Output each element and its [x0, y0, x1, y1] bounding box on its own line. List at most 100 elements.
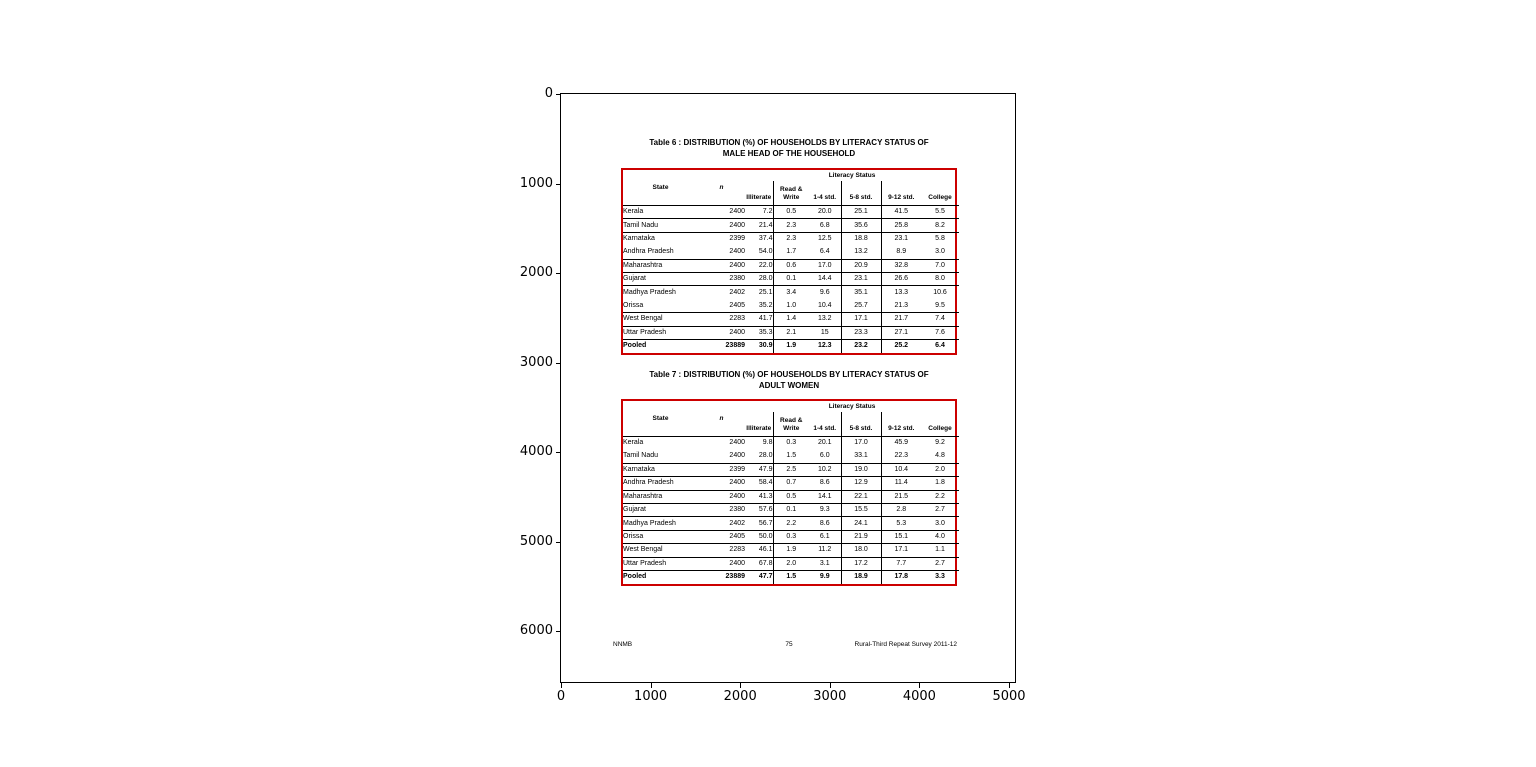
table-row: Orissa 2405 50.0 0.3 6.1 21.9 15.1 4.0: [623, 529, 960, 544]
value-cell: 1.0: [786, 301, 797, 309]
value-cell: 17.0: [809, 258, 842, 273]
value-cell: 2399: [698, 231, 745, 246]
value-cell: 19.0: [841, 462, 882, 477]
value-cell: 9.5: [935, 301, 945, 309]
value-cell: 20.9: [841, 258, 882, 273]
value-cell: 35.6: [841, 218, 882, 233]
value-cell: 13.3: [881, 285, 921, 300]
value-cell: 6.1: [809, 529, 842, 544]
value-cell: 9.3: [809, 502, 842, 517]
value-cell: 15: [809, 325, 842, 340]
value-cell: 2.7: [921, 502, 960, 517]
value-cell: 41.3: [745, 489, 774, 504]
y-tick-label: 3000: [519, 354, 553, 370]
value-cell: 3.1: [809, 556, 842, 571]
value-cell: 6.0: [809, 449, 842, 464]
col-header: 1-4 std.: [809, 412, 842, 437]
value-cell: 25.7: [841, 299, 882, 313]
state-cell: Uttar Pradesh: [623, 556, 698, 571]
value-cell: 9.6: [809, 285, 842, 300]
col-header-n: n: [698, 401, 745, 437]
value-cell: 18.8: [841, 231, 882, 246]
value-cell: 9.2: [935, 439, 945, 447]
value-cell: 25.1: [841, 205, 882, 219]
y-tick-mark: [556, 273, 560, 274]
value-cell: 17.8: [881, 569, 921, 584]
value-cell: 2.8: [881, 502, 921, 517]
value-cell: 2.3: [773, 231, 809, 246]
value-cell: 2380: [698, 271, 745, 286]
value-cell: 27.1: [881, 325, 921, 340]
y-tick-label: 0: [544, 86, 553, 101]
value-cell: 2380: [698, 502, 745, 517]
table-row: Madhya Pradesh 2402 56.7 2.2 8.6 24.1 5.3 3.0: [623, 516, 960, 531]
footer-source: NNMB: [613, 641, 633, 648]
y-tick-mark: [556, 183, 560, 185]
table6-title-line2: MALE HEAD OF THE HOUSEHOLD: [722, 148, 856, 158]
table-row: Uttar Pradesh 2400 67.8 2.0 3.1 17.2 7.7 2.7: [623, 556, 960, 571]
value-cell: 23889: [698, 338, 745, 353]
y-tick-mark: [556, 452, 560, 453]
literacy-status-group-header: Literacy Status: [828, 171, 876, 179]
state-cell: Uttar Pradesh: [623, 325, 698, 340]
x-tick-label: 3000: [813, 689, 847, 704]
value-cell: 21.5: [881, 489, 921, 504]
value-cell: 1.7: [786, 248, 797, 256]
value-cell: 0.7: [773, 476, 809, 491]
value-cell: 2402: [698, 516, 745, 531]
value-cell: 54.0: [745, 245, 774, 260]
value-cell: 3.4: [773, 285, 809, 300]
x-tick-mark: [919, 683, 921, 688]
table-row: West Bengal 2283 46.1 1.9 11.2 18.0 17.1 1.1: [623, 543, 960, 558]
value-cell: 17.1: [881, 543, 921, 558]
col-header: Illiterate: [745, 181, 774, 206]
table-row: Madhya Pradesh 2402 25.1 3.4 9.6 35.1 13.3 10.6: [623, 285, 960, 300]
value-cell: 13.2: [809, 312, 842, 327]
y-tick-mark: [556, 631, 560, 632]
state-cell: West Bengal: [623, 312, 698, 327]
col-header: College: [921, 412, 960, 437]
col-header: Read & Write: [773, 412, 809, 437]
value-cell: 1.1: [921, 543, 960, 558]
value-cell: 2400: [729, 452, 745, 460]
value-cell: 3.3: [921, 569, 960, 584]
value-cell: 10.4: [809, 299, 842, 313]
value-cell: 26.6: [881, 271, 921, 286]
value-cell: 12.9: [841, 476, 882, 491]
y-tick-label: 5000: [519, 533, 553, 549]
value-cell: 25.2: [881, 338, 921, 353]
x-tick-mark: [561, 683, 562, 688]
x-tick-mark: [740, 683, 742, 688]
value-cell: 4.8: [935, 452, 945, 460]
table-row: Kerala 2400 7.2 0.5 20.0 25.1 41.5 5.5: [623, 205, 959, 219]
value-cell: 5.5: [935, 208, 945, 216]
table-row: West Bengal 2283 41.7 1.4 13.2 17.1 21.7 7.4: [623, 312, 960, 327]
value-cell: 12.3: [809, 338, 842, 353]
value-cell: 7.7: [881, 556, 921, 571]
table7-title-line1: Table 7 : DISTRIBUTION (%) OF HOUSEHOLDS…: [649, 370, 929, 379]
value-cell: 2.0: [921, 462, 960, 477]
value-cell: 9.8: [745, 436, 774, 450]
value-cell: 8.6: [809, 476, 842, 491]
value-cell: 21.9: [841, 529, 882, 544]
value-cell: 28.0: [745, 271, 774, 286]
table6-title: Table 6 : DISTRIBUTION (%) OF HOUSEHOLDS…: [621, 138, 957, 159]
value-cell: 7.0: [921, 258, 960, 273]
table-row: Maharashtra 2400 41.3 0.5 14.1 22.1 21.5 2.2: [623, 489, 960, 504]
x-tick-label: 0: [556, 689, 566, 704]
value-cell: 67.8: [745, 556, 774, 571]
value-cell: 47.9: [745, 462, 774, 477]
state-cell: Orissa: [623, 529, 698, 544]
value-cell: 2.1: [773, 325, 809, 340]
table-row: Tamil Nadu 2400 21.4 2.3 6.8 35.6 25.8 8.2: [623, 218, 960, 233]
value-cell: 1.5: [773, 569, 809, 584]
value-cell: 23.1: [841, 271, 882, 286]
table-row: Tamil Nadu 2400 28.0 1.5 6.0 33.1 22.3 4.8: [623, 449, 959, 464]
value-cell: 2400: [698, 258, 745, 273]
x-tick-mark: [1009, 683, 1010, 688]
state-cell: Andhra Pradesh: [623, 476, 698, 491]
value-cell: 8.0: [921, 271, 960, 286]
value-cell: 22.1: [841, 489, 882, 504]
table7-title-line2: ADULT WOMEN: [758, 380, 820, 390]
